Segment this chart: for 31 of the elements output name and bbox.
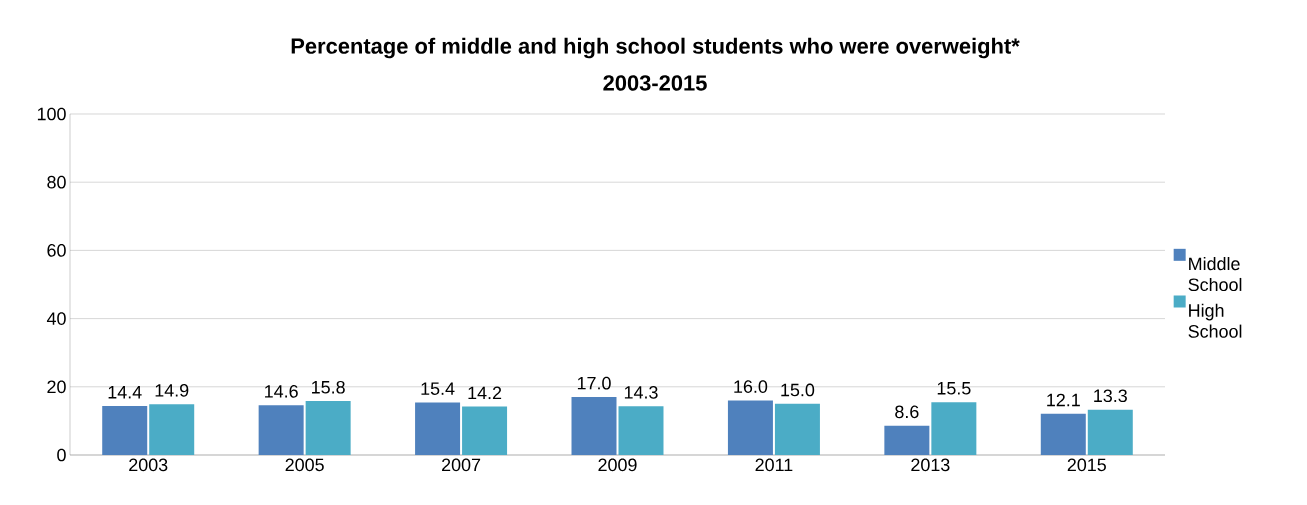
data-label: 14.2 [468, 386, 502, 400]
chart-subtitle: 2003-2015 [603, 75, 707, 91]
x-tick-label: 2009 [598, 458, 637, 472]
data-label: 14.6 [265, 384, 298, 398]
chart-title: Percentage of middle and high school students who were overweight* [291, 37, 1020, 59]
x-tick-label: 2013 [911, 458, 950, 472]
data-label: 16.0 [734, 380, 768, 393]
y-tick-label: 80 [47, 175, 66, 189]
x-tick-label: 2011 [755, 458, 793, 472]
legend-label: High School [1188, 303, 1242, 338]
y-tick-label: 40 [46, 312, 66, 325]
x-tick-label: 2003 [129, 458, 168, 472]
x-tick-label: 2007 [442, 458, 481, 472]
data-label: 15.0 [781, 383, 815, 397]
data-label: 17.0 [577, 376, 611, 390]
data-label: 15.4 [421, 382, 455, 395]
data-label: 14.3 [624, 386, 658, 399]
y-tick-label: 0 [57, 448, 66, 462]
data-label: 15.8 [312, 380, 345, 394]
x-tick-label: 2015 [1067, 458, 1106, 472]
data-label: 13.3 [1094, 389, 1127, 403]
data-label: 8.6 [895, 405, 919, 419]
data-label: 15.5 [937, 382, 971, 395]
x-tick-label: 2005 [285, 458, 324, 472]
data-label: 14.9 [155, 383, 189, 397]
data-label: 14.4 [108, 386, 142, 399]
y-tick-label: 60 [47, 244, 66, 257]
y-tick-label: 20 [47, 380, 66, 394]
y-tick-label: 100 [37, 107, 66, 121]
data-label: 12.1 [1047, 393, 1080, 407]
legend-label: Middle School [1188, 257, 1242, 292]
